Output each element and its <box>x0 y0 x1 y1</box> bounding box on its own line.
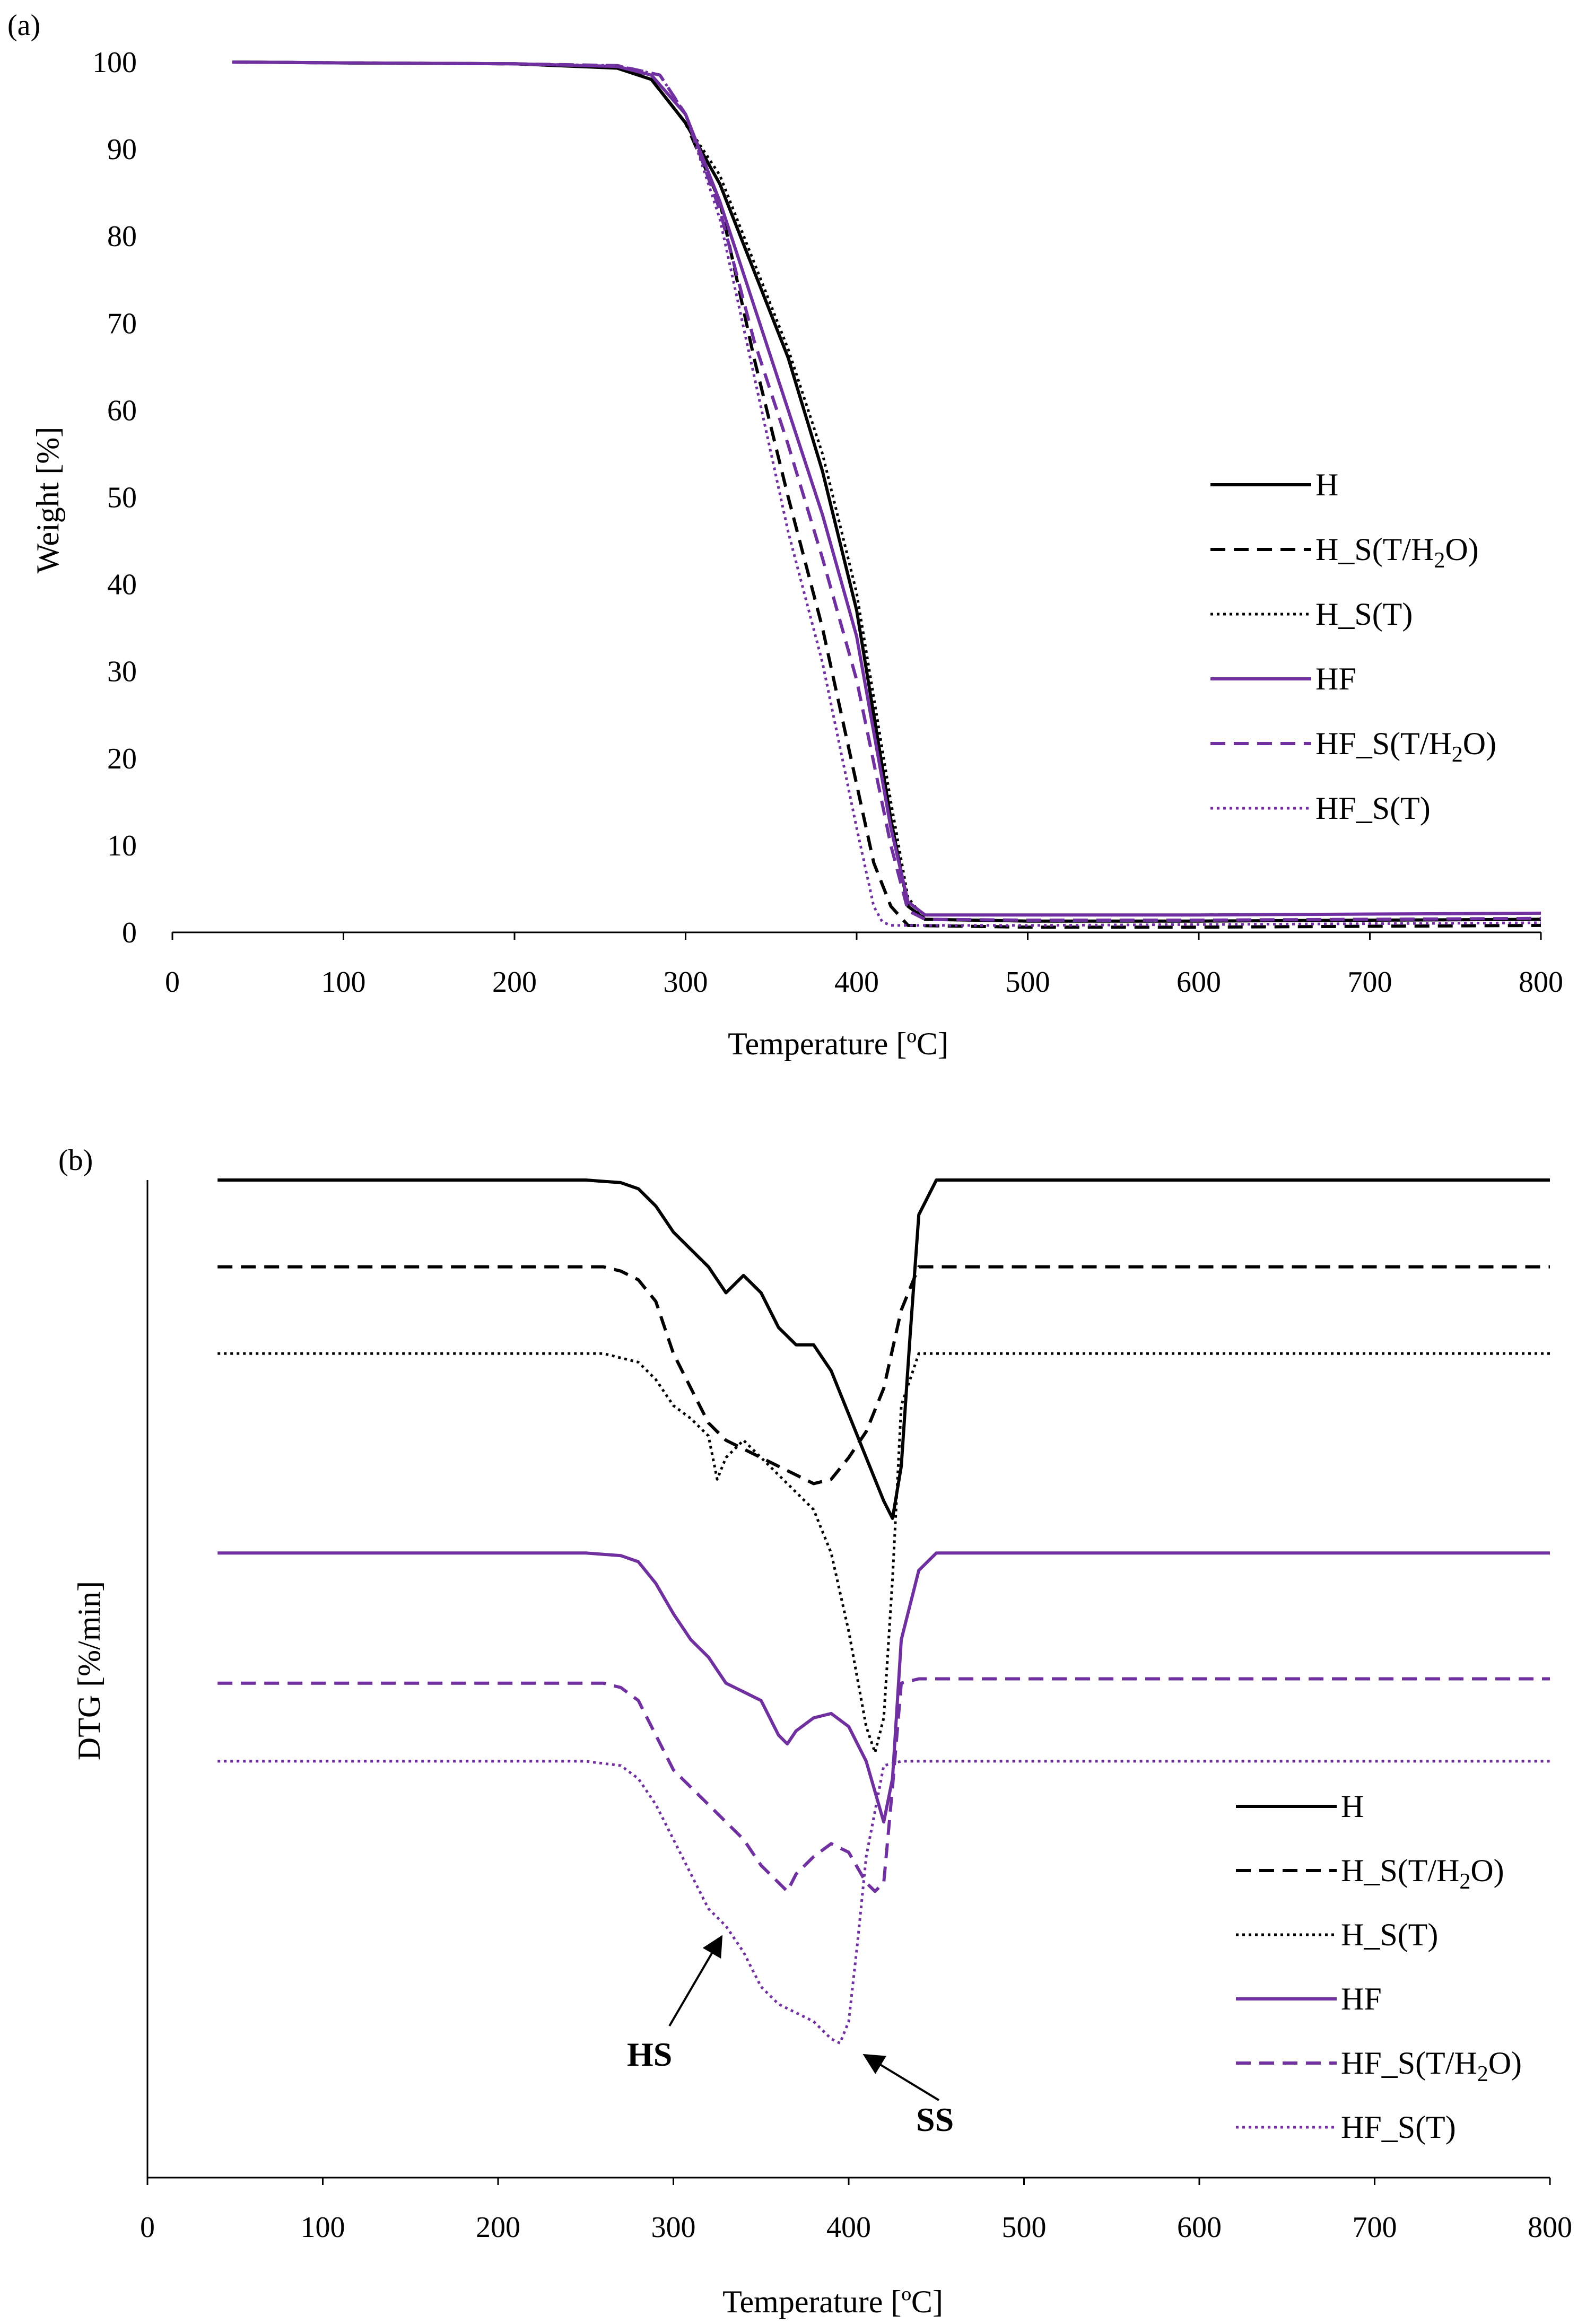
b-series-1 <box>217 1265 1550 1486</box>
panel-a-xlabel: Temperature [ºC] <box>728 1026 948 1061</box>
b-series-3 <box>217 1551 1550 1824</box>
panel-a-ylabel: Weight [%] <box>30 427 65 574</box>
a-ytick-label-3: 30 <box>107 656 137 688</box>
a-legend-label-4: HF_S(T/H2O) <box>1315 726 1496 767</box>
panel-b: (b) DTG [%/min] Temperature [ºC] 0 100 200… <box>58 1144 1572 2319</box>
panel-b-annotations: HS SS <box>627 1935 954 2138</box>
panel-b-series <box>217 1178 1550 2045</box>
a-ytick-label-10: 100 <box>92 46 137 79</box>
a-legend-label-5: HF_S(T) <box>1315 791 1431 826</box>
b-legend-label-0: H <box>1341 1789 1364 1824</box>
b-xtick-label-5: 500 <box>1002 2211 1047 2244</box>
ss-arrow <box>862 2054 940 2101</box>
b-legend-label-2: H_S(T) <box>1341 1917 1438 1952</box>
a-xtick-label-0: 0 <box>165 966 180 999</box>
panel-b-ticks: 0 100 200 300 400 500 600 700 800 <box>140 2178 1572 2244</box>
b-xtick-label-3: 300 <box>651 2211 696 2244</box>
a-ytick-label-4: 40 <box>107 569 137 601</box>
a-ytick-label-9: 90 <box>107 133 137 166</box>
panel-a: (a) Weight [%] Temperature [ºC] 0 100 200 3… <box>7 9 1563 1061</box>
a-xtick-label-4: 400 <box>834 966 879 999</box>
a-series-4 <box>232 60 1541 922</box>
a-legend-label-1: H_S(T/H2O) <box>1315 532 1479 573</box>
a-legend-label-2: H_S(T) <box>1315 597 1413 632</box>
b-series-4 <box>217 1677 1550 1893</box>
b-xtick-label-7: 700 <box>1353 2211 1397 2244</box>
a-ytick-label-0: 0 <box>122 916 137 949</box>
panel-a-legend: H H_S(T/H2O) H_S(T) HF HF_S(T/H2O) HF_S(T) <box>1210 467 1496 826</box>
a-ytick-label-1: 10 <box>107 829 137 862</box>
panel-a-label: (a) <box>7 9 40 42</box>
b-legend-label-3: HF <box>1341 1981 1382 2016</box>
a-xtick-label-7: 700 <box>1348 966 1392 999</box>
b-xtick-label-2: 200 <box>476 2211 520 2244</box>
a-ytick-label-5: 50 <box>107 482 137 514</box>
a-xtick-label-2: 200 <box>492 966 537 999</box>
b-xtick-label-1: 100 <box>301 2211 345 2244</box>
a-ytick-label-2: 20 <box>107 742 137 775</box>
panel-b-xlabel: Temperature [ºC] <box>722 2284 943 2319</box>
panel-a-ticks: 0 100 200 300 400 500 600 700 800 0 10 20 30 40 50 60 70… <box>92 46 1563 999</box>
b-xtick-label-6: 600 <box>1177 2211 1222 2244</box>
panel-a-series <box>232 60 1541 929</box>
a-legend-label-0: H <box>1315 467 1338 502</box>
panel-b-legend: H H_S(T/H2O) H_S(T) HF HF_S(T/H2O) HF_S(T) <box>1236 1789 1522 2145</box>
panel-b-ylabel: DTG [%/min] <box>72 1581 107 1760</box>
b-xtick-label-8: 800 <box>1528 2211 1572 2244</box>
a-xtick-label-3: 300 <box>664 966 708 999</box>
b-xtick-label-0: 0 <box>140 2211 155 2244</box>
a-xtick-label-6: 600 <box>1177 966 1221 999</box>
a-ytick-label-6: 60 <box>107 394 137 427</box>
hs-annotation: HS <box>627 2035 672 2073</box>
b-legend-label-4: HF_S(T/H2O) <box>1341 2046 1522 2086</box>
b-legend-label-1: H_S(T/H2O) <box>1341 1853 1504 1894</box>
a-xtick-label-1: 100 <box>321 966 366 999</box>
a-series-3 <box>232 60 1541 917</box>
a-xtick-label-8: 800 <box>1519 966 1563 999</box>
a-legend-label-3: HF <box>1315 661 1356 696</box>
b-xtick-label-4: 400 <box>826 2211 871 2244</box>
b-series-5 <box>217 1760 1550 2045</box>
a-ytick-label-7: 70 <box>107 307 137 340</box>
a-xtick-label-5: 500 <box>1006 966 1050 999</box>
ss-annotation: SS <box>916 2101 954 2138</box>
b-legend-label-5: HF_S(T) <box>1341 2110 1456 2145</box>
b-series-0 <box>217 1178 1550 1520</box>
hs-arrow <box>668 1935 723 2027</box>
panel-b-label: (b) <box>58 1144 93 1177</box>
a-ytick-label-8: 80 <box>107 220 137 253</box>
